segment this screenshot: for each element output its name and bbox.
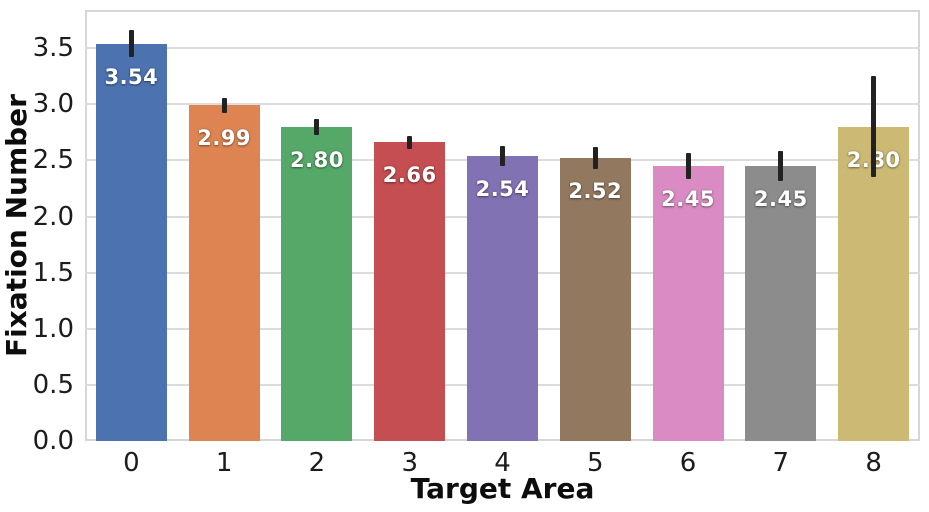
x-tick-label: 6 [679, 448, 697, 478]
y-tick-label: 1.0 [32, 313, 74, 344]
bar-value-label: 2.54 [475, 176, 530, 201]
y-tick-label: 1.5 [32, 257, 74, 288]
bar-2: 2.80 [281, 126, 353, 441]
x-tick-label: 1 [215, 448, 233, 478]
bar-value-label: 2.52 [568, 179, 623, 204]
x-axis-title: Target Area [410, 472, 595, 505]
y-tick-label: 2.0 [32, 201, 74, 232]
x-tick-label: 3 [401, 448, 418, 478]
bar-5: 2.52 [559, 158, 631, 441]
error-bar [685, 152, 691, 180]
bar-4: 2.54 [467, 155, 538, 441]
y-tick-label: 0.5 [32, 369, 74, 400]
y-tick-label: 0.0 [32, 426, 74, 456]
bar-8: 2.80 [838, 126, 910, 441]
bar-value-label: 2.45 [661, 187, 715, 212]
bar-3: 2.66 [374, 142, 446, 441]
bar-value-label: 3.54 [104, 64, 159, 89]
bar-value-label: 2.66 [382, 163, 437, 188]
x-tick-label: 7 [772, 448, 790, 478]
plot-area: 3.54 2.99 2.80 2.66 2.54 2.52 2.45 2.45 2.80 [85, 10, 920, 441]
y-tick-label: 3.0 [32, 89, 74, 120]
x-tick-label: 4 [494, 448, 511, 478]
x-tick-label: 0 [123, 448, 140, 478]
error-bar [500, 145, 505, 166]
y-tick-label: 2.5 [32, 145, 74, 176]
bar-value-label: 2.80 [290, 147, 344, 172]
error-bar [871, 76, 877, 178]
bar-6: 2.45 [652, 166, 724, 441]
error-bar [407, 135, 413, 150]
error-bar [128, 30, 134, 58]
error-bar [778, 151, 784, 181]
gridline [85, 47, 920, 50]
bar-0: 3.54 [95, 43, 167, 441]
bar-1: 2.99 [188, 105, 260, 441]
gridline [85, 103, 920, 106]
bar-value-label: 2.45 [753, 187, 808, 212]
error-bar [592, 146, 598, 170]
y-tick-label: 3.5 [32, 33, 74, 64]
x-tick-label: 8 [865, 448, 882, 478]
x-tick-label: 2 [308, 448, 326, 478]
bar-value-label: 2.99 [197, 126, 252, 151]
error-bar [221, 97, 227, 114]
bar-7: 2.45 [745, 166, 817, 441]
error-bar [314, 118, 320, 135]
x-tick-label: 5 [586, 448, 604, 478]
